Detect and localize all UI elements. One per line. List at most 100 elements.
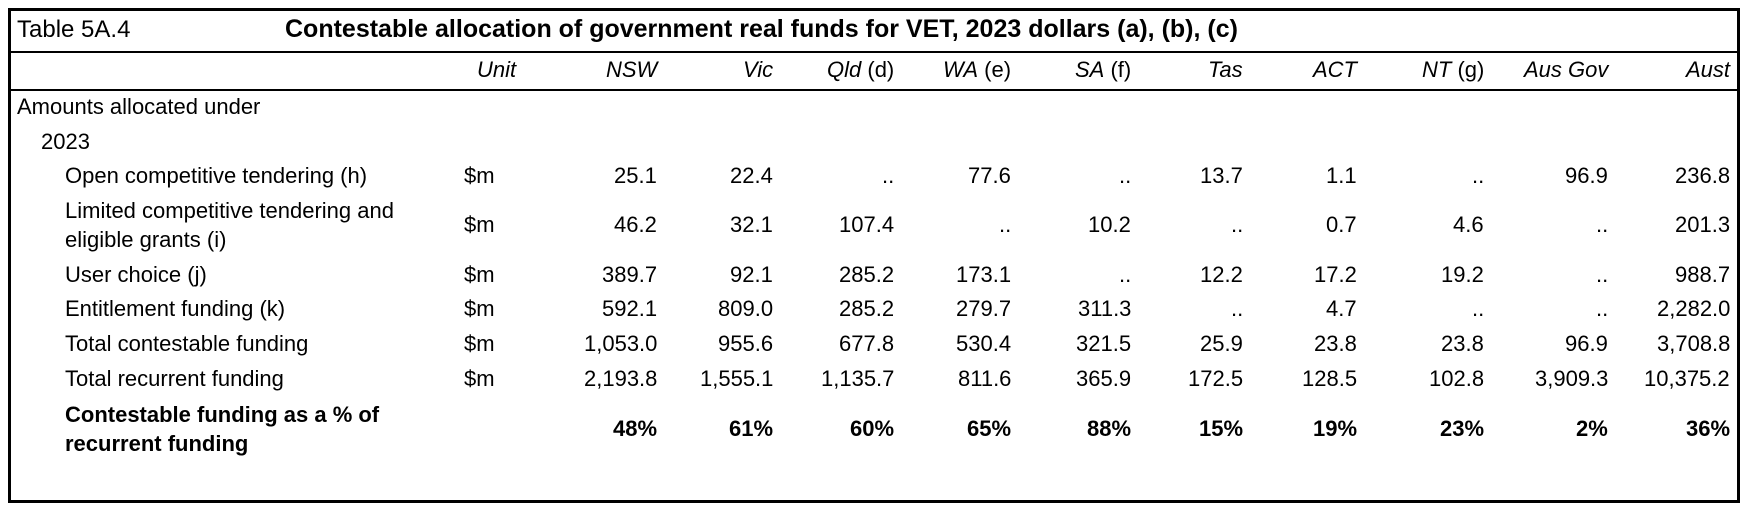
column-header-act: ACT xyxy=(1313,57,1357,82)
table-cell: 23% xyxy=(1440,416,1485,441)
row-label: User choice (j) xyxy=(65,262,207,287)
table-cell: 36% xyxy=(1686,416,1731,441)
table-cell: 60% xyxy=(850,416,895,441)
table-cell: 61% xyxy=(729,416,774,441)
table-cell: 3,909.3 xyxy=(1535,366,1609,391)
table-cell: .. xyxy=(1231,296,1244,321)
table-cell: 2,193.8 xyxy=(584,366,658,391)
table-cell: 23.8 xyxy=(1314,331,1357,356)
table-id: Table 5A.4 xyxy=(17,16,131,43)
row-label: Limited competitive tendering and eligib… xyxy=(65,198,394,252)
column-header-aus-gov: Aus Gov xyxy=(1524,57,1609,82)
table-cell: 107.4 xyxy=(839,212,895,237)
table-cell: 1,555.1 xyxy=(700,366,774,391)
table-cell: .. xyxy=(1596,212,1609,237)
row-label: Total contestable funding xyxy=(65,331,309,356)
table-cell: 77.6 xyxy=(968,163,1011,188)
table-cell: 25.1 xyxy=(614,163,657,188)
column-header-sa: SA (f) xyxy=(1075,57,1132,82)
row-label: Open competitive tendering (h) xyxy=(65,163,368,188)
table-cell: .. xyxy=(882,163,895,188)
table-cell: 65% xyxy=(967,416,1012,441)
table-cell: 1,053.0 xyxy=(584,331,658,356)
table-cell: 2% xyxy=(1576,416,1608,441)
table-cell: 4.6 xyxy=(1453,212,1484,237)
row-label: Total recurrent funding xyxy=(65,366,284,391)
table-cell: $m xyxy=(464,262,495,287)
table-cell: 10.2 xyxy=(1088,212,1131,237)
table-cell: 2,282.0 xyxy=(1657,296,1731,321)
table-cell: 17.2 xyxy=(1314,262,1357,287)
table-cell: 285.2 xyxy=(839,296,895,321)
table-cell: 48% xyxy=(613,416,658,441)
table-cell: 10,375.2 xyxy=(1644,366,1730,391)
table-cell: 22.4 xyxy=(730,163,773,188)
column-header-row: Unit NSW Vic Qld (d) WA (e) SA (f) Tas ACT NT (g… xyxy=(11,51,1737,91)
column-header-nt: NT (g) xyxy=(1422,57,1485,82)
table-cell: 102.8 xyxy=(1429,366,1485,391)
table-cell: 15% xyxy=(1199,416,1244,441)
table-cell: 4.7 xyxy=(1326,296,1357,321)
table-cell: .. xyxy=(1119,262,1132,287)
table-cell: .. xyxy=(1472,163,1485,188)
table-title: Contestable allocation of government rea… xyxy=(285,15,1238,43)
table-cell: 19% xyxy=(1313,416,1358,441)
table-cell: 3,708.8 xyxy=(1657,331,1731,356)
table-cell: 236.8 xyxy=(1675,163,1731,188)
table-cell: 13.7 xyxy=(1200,163,1243,188)
table-cell: $m xyxy=(464,296,495,321)
column-header-aust: Aust xyxy=(1686,57,1731,82)
table-title-row: Table 5A.4 Contestable allocation of gov… xyxy=(11,11,1737,53)
table-cell: 88% xyxy=(1087,416,1132,441)
table-cell: .. xyxy=(1596,296,1609,321)
column-header-vic: Vic xyxy=(743,57,774,82)
table-cell: .. xyxy=(1472,296,1485,321)
table-cell: .. xyxy=(1596,262,1609,287)
table-cell: .. xyxy=(1231,212,1244,237)
table-cell: 172.5 xyxy=(1188,366,1244,391)
table-cell: $m xyxy=(464,212,495,237)
table-cell: .. xyxy=(999,212,1012,237)
table-cell: 592.1 xyxy=(602,296,658,321)
column-header-unit: Unit xyxy=(477,57,517,82)
table-cell: .. xyxy=(1119,163,1132,188)
column-header-wa: WA (e) xyxy=(943,57,1012,82)
table-cell: 311.3 xyxy=(1078,296,1132,321)
table-cell: 46.2 xyxy=(614,212,657,237)
table-cell: 365.9 xyxy=(1076,366,1132,391)
table-cell: 811.6 xyxy=(958,366,1012,391)
table-cell: $m xyxy=(464,331,495,356)
table-cell: $m xyxy=(464,366,495,391)
table-cell: 173.1 xyxy=(956,262,1012,287)
table-cell: 25.9 xyxy=(1200,331,1243,356)
column-header-nsw: NSW xyxy=(606,57,658,82)
table-cell: 96.9 xyxy=(1565,163,1608,188)
table-cell: 677.8 xyxy=(839,331,895,356)
table-cell: 0.7 xyxy=(1326,212,1357,237)
section-label: Amounts allocated under xyxy=(17,94,261,119)
row-label: Entitlement funding (k) xyxy=(65,296,286,321)
table-frame: Table 5A.4 Contestable allocation of gov… xyxy=(8,8,1740,503)
table-cell: 96.9 xyxy=(1565,331,1608,356)
table-cell: 12.2 xyxy=(1200,262,1243,287)
table-cell: 32.1 xyxy=(730,212,773,237)
row-label: Contestable funding as a % of recurrent … xyxy=(65,402,380,456)
table-cell: 1.1 xyxy=(1326,163,1357,188)
table-cell: $m xyxy=(464,163,495,188)
table-cell: 201.3 xyxy=(1675,212,1731,237)
table-cell: 92.1 xyxy=(730,262,773,287)
table-cell: 809.0 xyxy=(718,296,774,321)
table-cell: 128.5 xyxy=(1302,366,1358,391)
table-cell: 321.5 xyxy=(1076,331,1132,356)
table-cell: 1,135.7 xyxy=(821,366,895,391)
table-cell: 285.2 xyxy=(839,262,895,287)
column-header-tas: Tas xyxy=(1208,57,1243,82)
table-cell: 988.7 xyxy=(1675,262,1731,287)
table-cell: 279.7 xyxy=(956,296,1012,321)
table-cell: 530.4 xyxy=(956,331,1012,356)
column-header-qld: Qld (d) xyxy=(827,57,895,82)
table-cell: 389.7 xyxy=(602,262,658,287)
table-cell: 19.2 xyxy=(1441,262,1484,287)
year-label: 2023 xyxy=(41,129,90,154)
table-cell: 23.8 xyxy=(1441,331,1484,356)
